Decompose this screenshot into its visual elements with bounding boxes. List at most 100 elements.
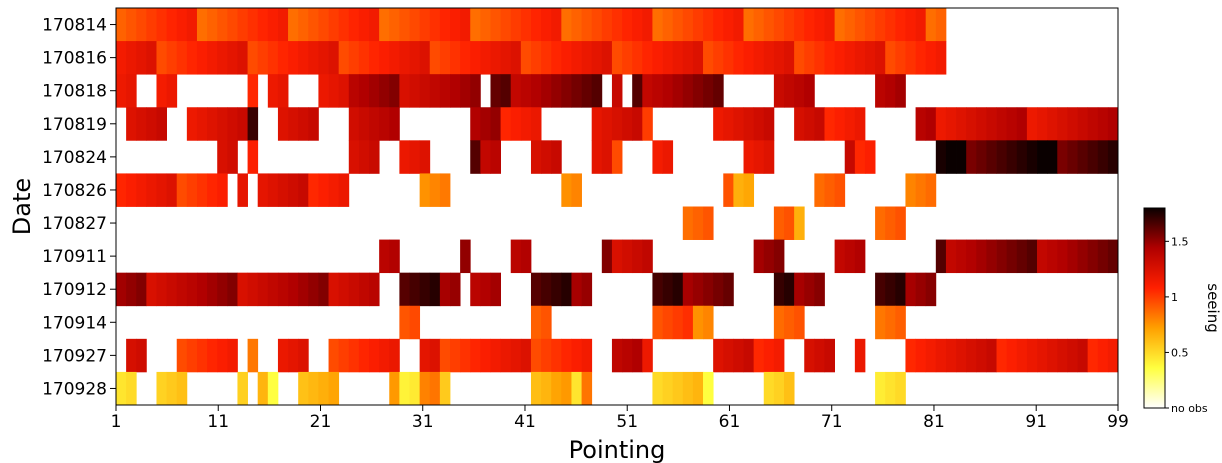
heatmap-cell — [146, 173, 157, 207]
colorbar-tick-label: 0.5 — [1171, 346, 1189, 359]
heatmap-cell — [956, 239, 967, 274]
y-axis: 170814 170816 170818 170819 170824 170826 1708… — [42, 16, 116, 399]
heatmap-cell — [753, 338, 765, 373]
heatmap-cell — [126, 272, 137, 307]
heatmap-cell — [217, 173, 228, 207]
heatmap-cell — [318, 74, 329, 108]
heatmap-cell — [541, 371, 552, 406]
heatmap-cell — [814, 173, 825, 207]
heatmap-cell — [136, 41, 147, 75]
heatmap-cell — [207, 338, 218, 373]
heatmap-cell — [126, 41, 137, 75]
heatmap-cell — [703, 206, 714, 240]
heatmap-cell — [1037, 107, 1048, 141]
heatmap-cell — [733, 41, 744, 75]
heatmap-cell — [1047, 107, 1058, 141]
heatmap-cell — [419, 8, 431, 42]
heatmap-cell — [318, 173, 329, 207]
heatmap-cell — [784, 74, 795, 108]
heatmap-cell — [257, 8, 269, 42]
heatmap-cell — [1006, 140, 1018, 174]
heatmap-cell — [875, 8, 886, 42]
heatmap-cell — [480, 8, 491, 42]
heatmap-cell — [510, 41, 522, 75]
heatmap-cell — [196, 272, 208, 307]
heatmap-cell — [186, 107, 198, 141]
heatmap-cell — [622, 8, 633, 42]
heatmap-cell — [885, 8, 896, 42]
x-tick-label: 21 — [310, 412, 332, 432]
heatmap-cell — [622, 239, 633, 274]
heatmap-cell — [156, 107, 167, 141]
heatmap-cell — [450, 338, 461, 373]
heatmap-cell — [308, 173, 319, 207]
heatmap-cell — [389, 107, 400, 141]
heatmap-cell — [267, 41, 279, 75]
heatmap-cell — [611, 140, 623, 174]
heatmap-cell — [1097, 107, 1109, 141]
heatmap-cell — [399, 74, 410, 108]
x-tick-label: 41 — [514, 412, 536, 432]
heatmap-cell — [460, 74, 471, 108]
heatmap-cell — [1006, 239, 1018, 274]
heatmap-cell — [348, 338, 360, 373]
heatmap-cell — [267, 8, 279, 42]
y-tick-label: 170827 — [42, 214, 107, 234]
heatmap-cell — [369, 41, 380, 75]
x-tick-label: 91 — [1025, 412, 1047, 432]
heatmap-cell — [257, 272, 269, 307]
heatmap-cell — [237, 8, 248, 42]
heatmap-cell — [348, 107, 360, 141]
heatmap-cell — [794, 74, 805, 108]
heatmap-cell — [126, 74, 137, 108]
heatmap-cell — [510, 74, 522, 108]
heatmap-cell — [814, 8, 825, 42]
heatmap-cell — [318, 41, 329, 75]
heatmap-cell — [1047, 338, 1058, 373]
heatmap-cell — [156, 272, 167, 307]
heatmap-cell — [1077, 239, 1089, 274]
heatmap-cell — [419, 140, 431, 174]
heatmap-cell — [551, 140, 562, 174]
heatmap-cell — [733, 8, 744, 42]
heatmap-cell — [328, 173, 340, 207]
heatmap-cell — [176, 41, 188, 75]
heatmap-cell — [156, 371, 167, 406]
heatmap-cell — [662, 140, 674, 174]
heatmap-cell — [844, 140, 856, 174]
heatmap-cell — [1077, 338, 1089, 373]
heatmap-cell — [237, 173, 248, 207]
heatmap-cell — [551, 272, 562, 307]
heatmap-cell — [429, 8, 441, 42]
heatmap-cell — [571, 74, 582, 108]
heatmap-cell — [854, 107, 866, 141]
heatmap-cell — [571, 173, 582, 207]
y-tick-label: 170911 — [42, 247, 107, 267]
x-tick-label: 1 — [111, 412, 122, 432]
heatmap-cell — [703, 305, 714, 340]
heatmap-cell — [207, 8, 218, 42]
y-tick-label: 170826 — [42, 181, 107, 201]
y-tick-label: 170818 — [42, 82, 107, 102]
heatmap-cell — [713, 74, 724, 108]
heatmap-cell — [682, 371, 694, 406]
heatmap-cell — [298, 41, 309, 75]
heatmap-cell — [763, 371, 775, 406]
heatmap-cell — [956, 107, 967, 141]
heatmap-cell — [561, 41, 572, 75]
heatmap-cell — [227, 107, 238, 141]
heatmap-cell — [925, 173, 937, 207]
heatmap-cell — [794, 206, 805, 240]
heatmap-cell — [915, 8, 927, 42]
heatmap-cell — [1037, 140, 1048, 174]
heatmap-cell — [854, 239, 866, 274]
heatmap-cell — [925, 41, 937, 75]
heatmap-cell — [632, 239, 643, 274]
heatmap-cell — [1097, 239, 1109, 274]
heatmap-cell — [915, 272, 927, 307]
heatmap-cell — [389, 338, 400, 373]
heatmap-cell — [136, 8, 147, 42]
heatmap-cell — [885, 371, 896, 406]
heatmap-cell — [925, 8, 937, 42]
y-tick-label: 170819 — [42, 115, 107, 135]
